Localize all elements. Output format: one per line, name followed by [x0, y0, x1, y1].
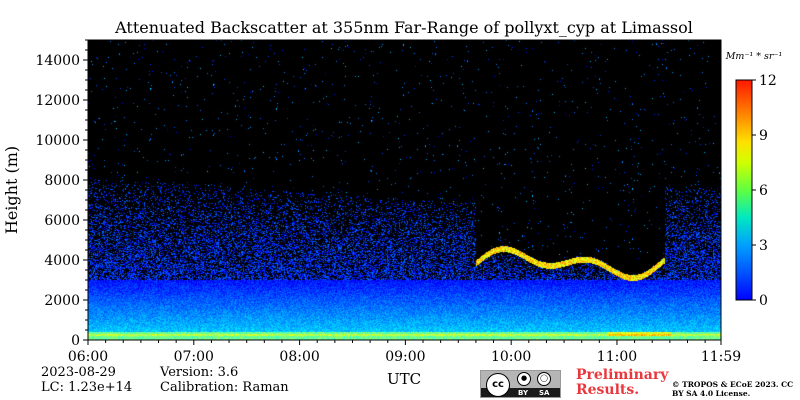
- footer-date: 2023-08-29: [41, 365, 116, 380]
- y-axis: 0 2000 4000 6000 8000 10000 12000 14000: [35, 39, 88, 349]
- y-tick-label: 6000: [44, 213, 80, 229]
- colorbar-tick-label: 0: [759, 293, 768, 309]
- preliminary-results-label: Preliminary Results.: [576, 367, 669, 398]
- share-alike-icon: ◯: [537, 372, 551, 386]
- backscatter-heatmap: [88, 40, 721, 340]
- colorbar-gradient: [735, 79, 753, 301]
- copyright-notice: © TROPOS & ECoE 2023. CC BY SA 4.0 Licen…: [672, 380, 794, 398]
- x-tick-label: 08:00: [279, 349, 319, 365]
- x-tick-label: 11:59: [701, 349, 741, 365]
- y-tick-label: 0: [71, 333, 80, 349]
- x-tick-label: 09:00: [385, 349, 425, 365]
- attribution-icon: ●: [517, 372, 531, 386]
- colorbar-tick-label: 12: [759, 73, 777, 89]
- colorbar-unit: Mm⁻¹ * sr⁻¹: [725, 51, 783, 62]
- x-tick-label: 06:00: [68, 349, 108, 365]
- colorbar-ticks: 0 3 6 9 12: [752, 73, 777, 309]
- x-axis: 06:00 07:00 08:00 09:00 10:00 11:00 11:59: [68, 340, 741, 365]
- y-tick-label: 8000: [44, 173, 80, 189]
- y-tick-label: 12000: [35, 93, 80, 109]
- y-axis-label: Height (m): [2, 146, 21, 234]
- y-tick-label: 14000: [35, 53, 80, 69]
- x-tick-label: 07:00: [174, 349, 214, 365]
- chart-title: Attenuated Backscatter at 355nm Far-Rang…: [114, 18, 693, 37]
- colorbar: Mm⁻¹ * sr⁻¹ 0 3 6 9 12: [725, 51, 783, 309]
- footer-calibration: Calibration: Raman: [160, 380, 289, 395]
- y-tick-label: 4000: [44, 253, 80, 269]
- plot-area: [87, 39, 722, 341]
- x-tick-label: 10:00: [491, 349, 531, 365]
- x-tick-label: 11:00: [597, 349, 637, 365]
- colorbar-tick-label: 9: [759, 128, 768, 144]
- footer-lc: LC: 1.23e+14: [41, 380, 133, 395]
- cc-sa-label: SA: [539, 389, 550, 397]
- y-tick-label: 10000: [35, 133, 80, 149]
- colorbar-tick-label: 6: [759, 183, 768, 199]
- footer-version: Version: 3.6: [160, 365, 239, 380]
- cc-icon: cc: [486, 373, 510, 397]
- cc-license-badge: cc ● ◯ BY SA: [480, 370, 561, 398]
- colorbar-tick-label: 3: [759, 238, 768, 254]
- cc-by-label: BY: [518, 389, 529, 397]
- x-axis-label: UTC: [387, 370, 421, 388]
- y-tick-label: 2000: [44, 293, 80, 309]
